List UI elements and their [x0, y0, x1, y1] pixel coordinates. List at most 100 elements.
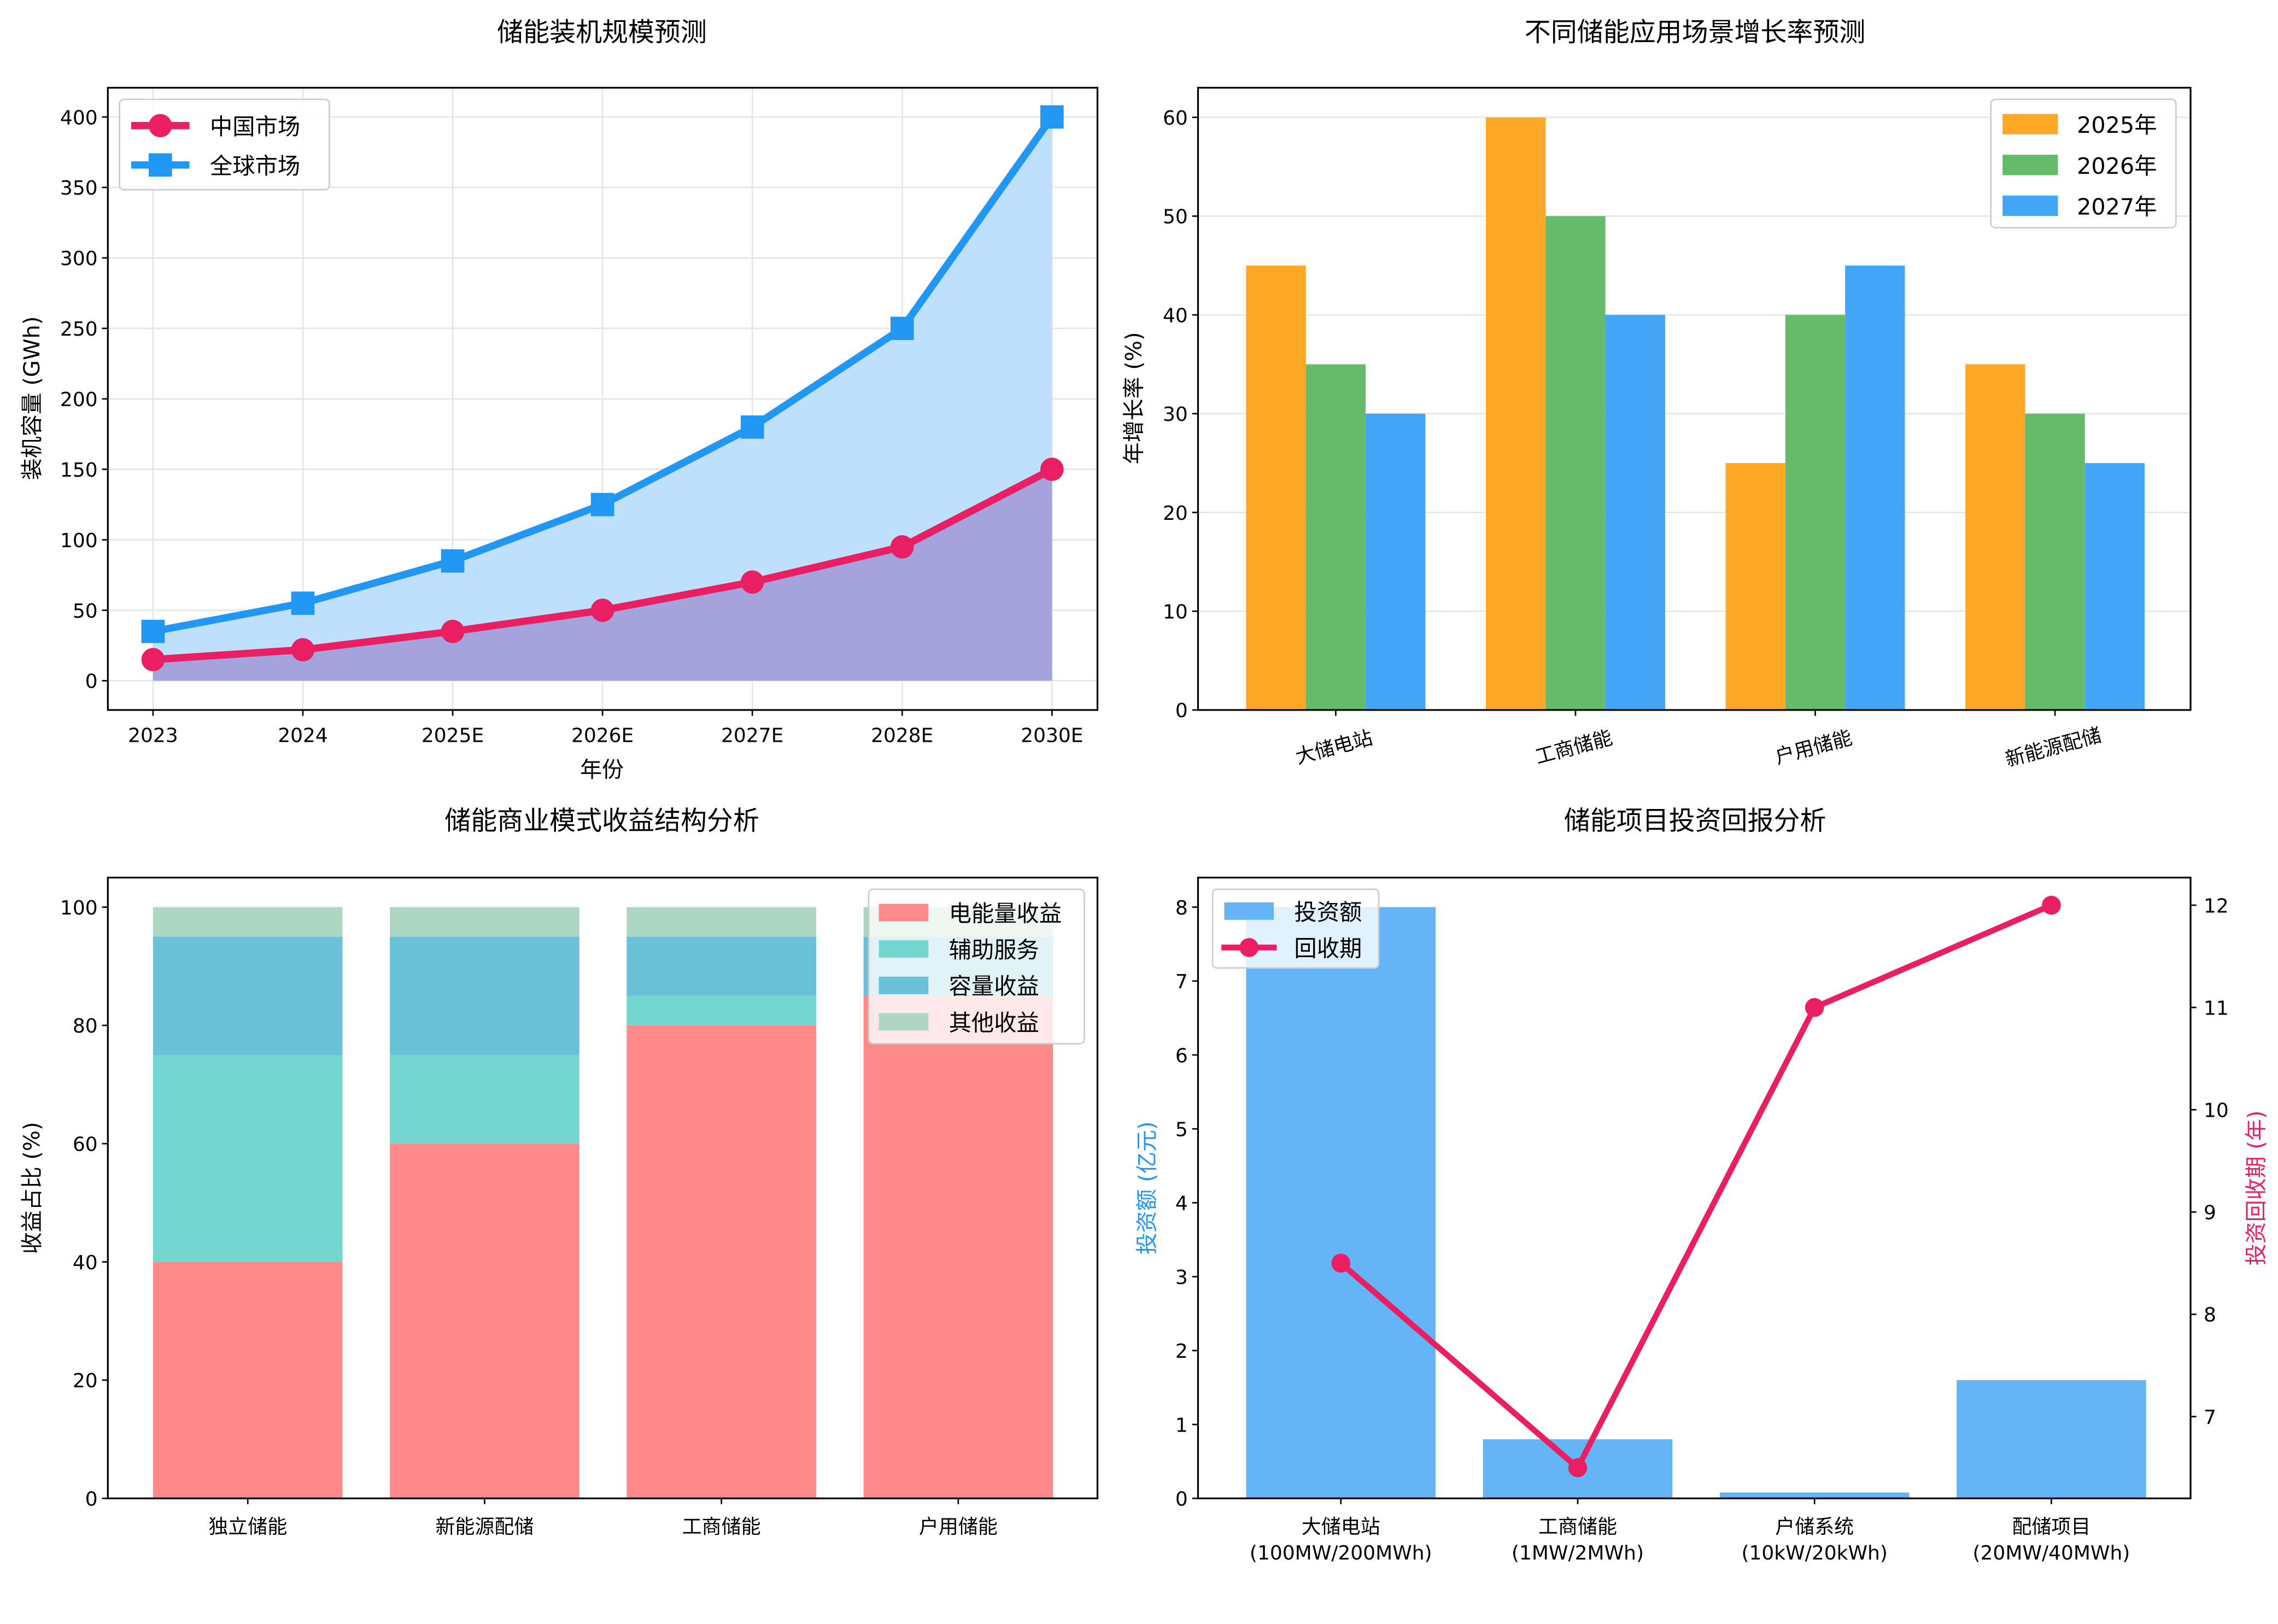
chart3-bar-segment [390, 936, 579, 1055]
chart3-title: 储能商业模式收益结构分析 [444, 805, 759, 836]
chart2-axes-frame [1197, 86, 2192, 711]
chart3-legend-swatch [879, 976, 929, 994]
chart3-bar-segment [626, 995, 816, 1025]
chart2-bar [1305, 364, 1366, 710]
chart4-legend-label: 投资额 [1294, 899, 1362, 925]
chart3-bar-segment [626, 907, 816, 937]
chart4-xtick-label: 大储电站 (100MW/200MWh) [1250, 1516, 1432, 1564]
chart2-title: 不同储能应用场景增长率预测 [1525, 17, 1866, 48]
chart3-ytick-label: 80 [73, 1015, 98, 1037]
chart2-legend-label: 2025年 [2077, 112, 2157, 138]
chart4-point [1331, 1253, 1351, 1273]
chart4-ytick-label: 0 [1175, 1488, 1188, 1511]
chart2-bar [1486, 117, 1546, 710]
chart1-ytick-label: 50 [73, 600, 98, 623]
chart1-point [590, 599, 614, 622]
chart1-ytick-label: 400 [60, 107, 98, 129]
chart2-bar [1605, 315, 1665, 710]
chart3-xtick-label: 户用储能 [919, 1516, 998, 1538]
chart4-xtick-label-line: (100MW/200MWh) [1250, 1542, 1432, 1564]
chart1-point [740, 570, 764, 594]
chart2-xtick-label: 户用储能 [1773, 726, 1855, 769]
chart3-bar-segment [153, 936, 343, 1055]
chart1-legend-label: 中国市场 [210, 114, 300, 140]
chart4-xtick-label-line: (10kW/20kWh) [1741, 1542, 1887, 1564]
chart1-point [141, 619, 165, 643]
chart4-ylabel-right: 投资回收期 (年) [2244, 1110, 2269, 1265]
chart1-ytick-label: 350 [60, 177, 98, 200]
chart2-legend-swatch [2002, 155, 2058, 175]
chart3-axes-frame [107, 876, 1099, 1499]
chart3-bar-segment [390, 1054, 579, 1144]
chart3-legend-label: 辅助服务 [949, 937, 1039, 963]
chart1-xtick-label: 2024 [278, 725, 328, 747]
chart3-bar-segment [626, 1025, 816, 1499]
chart3-legend-label: 电能量收益 [949, 900, 1062, 927]
chart1-area-1 [153, 116, 1052, 681]
chart1-point [590, 493, 614, 517]
chart4-ytick-right-label: 11 [2204, 997, 2229, 1019]
chart4-ytick-label: 2 [1175, 1340, 1188, 1363]
chart4-legend-label: 回收期 [1294, 935, 1362, 961]
chart1-point [441, 619, 465, 643]
chart2-legend-label: 2026年 [2077, 153, 2157, 179]
chart1-ytick-label: 100 [60, 530, 98, 552]
chart3-xtick-label: 工商储能 [682, 1516, 761, 1538]
chart2-bar [1366, 413, 1426, 710]
chart4-ytick-right-label: 8 [2204, 1304, 2216, 1327]
chart2-ytick-label: 10 [1163, 601, 1188, 624]
chart2-xtick-label: 新能源配储 [2003, 724, 2104, 771]
chart4-point [2042, 895, 2061, 915]
chart4-point [1568, 1458, 1588, 1478]
chart1-ytick-label: 150 [60, 459, 98, 482]
chart3-legend-label: 容量收益 [949, 974, 1039, 1000]
chart2-bar [1845, 265, 1905, 710]
chart4-bar [1957, 1380, 2146, 1499]
chart4-legend-marker [1239, 938, 1259, 957]
chart2-xtick-label: 工商储能 [1533, 726, 1615, 769]
chart3-legend [868, 888, 1085, 1045]
chart2-xtick-label: 大储电站 [1293, 726, 1375, 769]
chart1-title: 储能装机规模预测 [497, 17, 707, 48]
chart1-xtick-label: 2027E [721, 725, 783, 747]
chart1-legend-marker [148, 153, 172, 177]
chart4-xtick-label: 配储项目 (20MW/40MWh) [1973, 1516, 2130, 1564]
chart2-ytick-label: 20 [1163, 502, 1188, 525]
chart1-ytick-label: 200 [60, 389, 98, 411]
chart1-ylabel: 装机容量 (GWh) [20, 316, 45, 480]
chart2-bar [2084, 463, 2145, 710]
chart2-ytick-label: 40 [1163, 304, 1188, 327]
chart4-xtick-label-line: 工商储能 [1538, 1516, 1617, 1538]
chart4-xtick-label-line: 配储项目 [2012, 1516, 2090, 1538]
chart1-axes-frame [107, 86, 1099, 711]
chart1-ytick-label: 250 [60, 318, 98, 341]
chart3-legend-swatch [879, 940, 929, 958]
chart4-xtick-label-line: (1MW/2MWh) [1512, 1542, 1644, 1564]
chart1-point [1040, 458, 1064, 481]
chart4-ytick-label: 3 [1175, 1267, 1188, 1289]
chart2-legend-label: 2027年 [2077, 194, 2157, 220]
chart1-point [291, 638, 315, 661]
chart3-bar-segment [390, 907, 579, 937]
chart4-ytick-right-label: 9 [2204, 1202, 2216, 1224]
chart3-legend-swatch [879, 1013, 929, 1031]
chart4-ytick-label: 8 [1175, 897, 1188, 919]
chart3-bar-segment [626, 936, 816, 996]
chart2-bar [1785, 315, 1846, 710]
chart1-xtick-label: 2030E [1021, 725, 1083, 747]
chart4-legend-swatch [1224, 902, 1274, 920]
chart4-ytick-right-label: 10 [2204, 1100, 2229, 1122]
chart1-point [1040, 105, 1064, 129]
chart4-xtick-label-line: (20MW/40MWh) [1973, 1542, 2130, 1564]
chart2-legend-swatch [2002, 195, 2058, 216]
chart2-ytick-label: 50 [1163, 206, 1188, 228]
chart4-ytick-label: 5 [1175, 1119, 1188, 1141]
chart4-line [1339, 902, 2053, 1473]
chart2-bar [1725, 463, 1785, 710]
chart1-xlabel: 年份 [580, 758, 624, 783]
chart3-xtick-label: 新能源配储 [435, 1516, 534, 1538]
chart2-bar [1246, 265, 1306, 710]
chart1-xtick-label: 2028E [871, 725, 933, 747]
chart4-title: 储能项目投资回报分析 [1564, 805, 1826, 836]
